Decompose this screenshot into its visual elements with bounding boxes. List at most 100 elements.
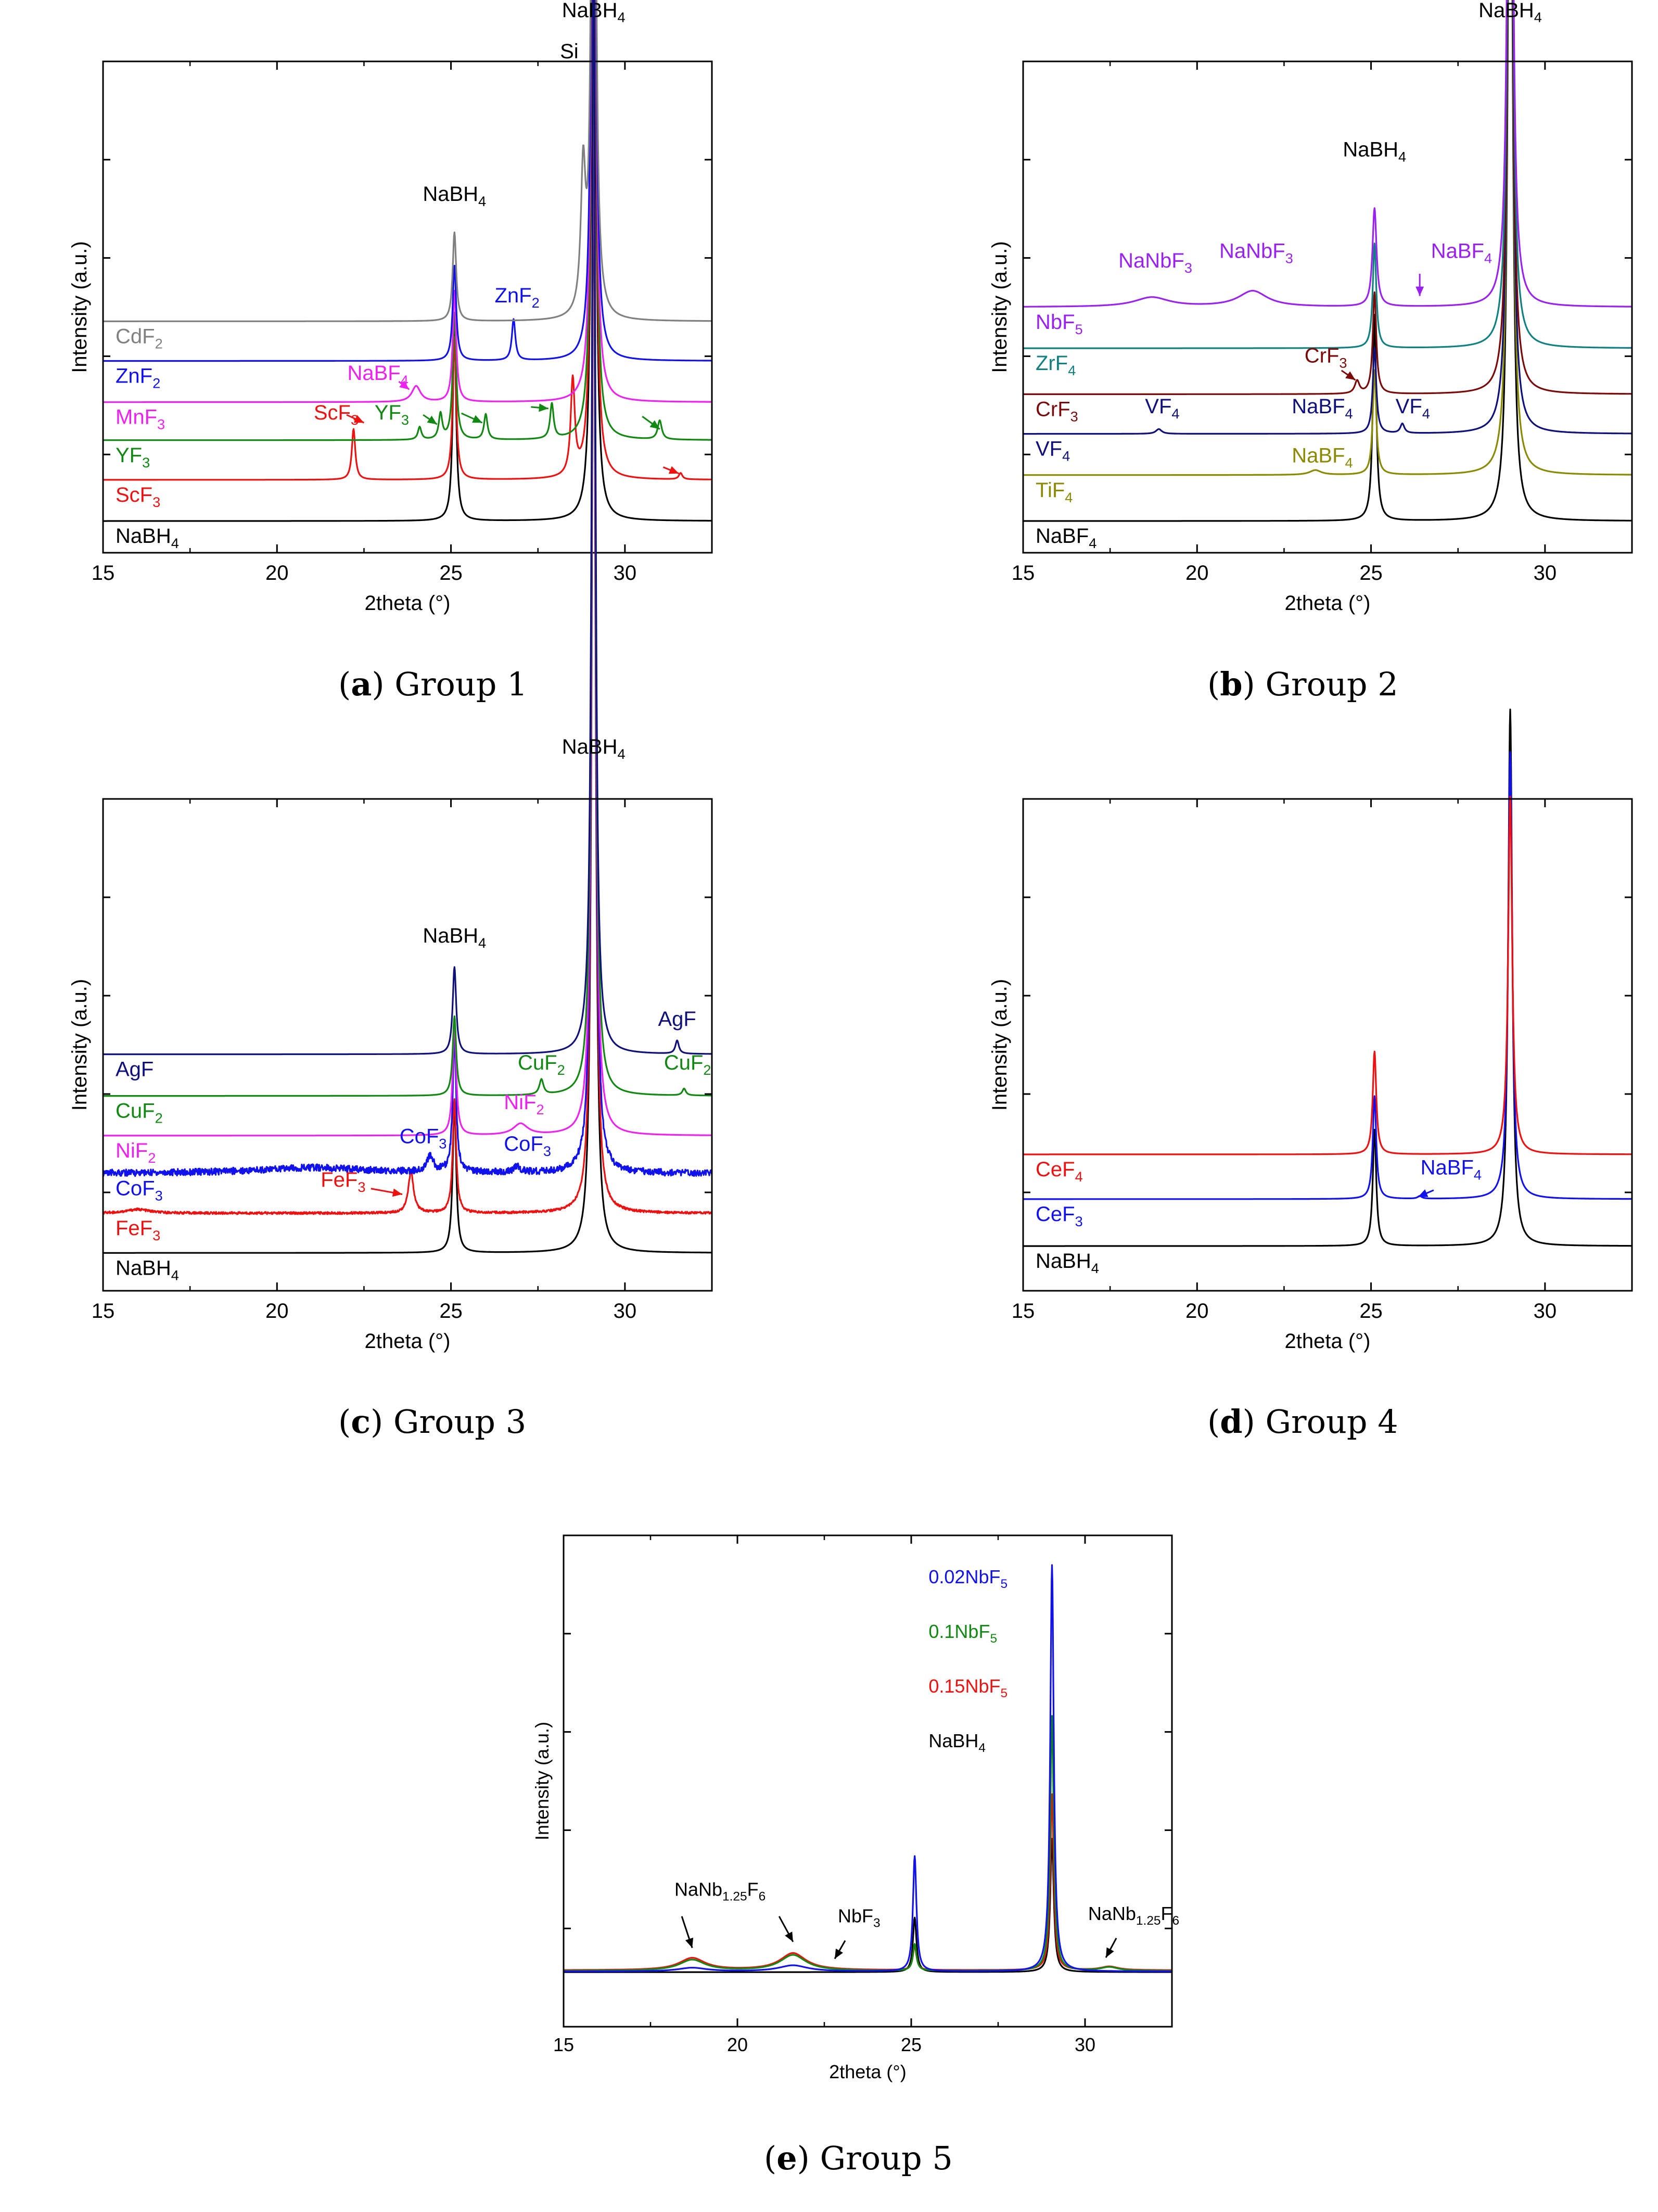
series-label-ZnF2: ZnF2: [116, 365, 160, 391]
series-line-TiF4: [1023, 0, 1632, 476]
annotation-arrowhead: [539, 403, 549, 412]
caption-a: (a) Group 1: [338, 665, 528, 703]
series-label-CoF3: CoF3: [116, 1177, 163, 1204]
y-axis-label: Intensity (a.u.): [988, 241, 1011, 373]
plot-frame: [1022, 798, 1633, 1292]
series-label-CeF3: CeF3: [1036, 1203, 1083, 1229]
annotation-arrowhead: [353, 415, 364, 423]
x-tick-label: 15: [1012, 1300, 1035, 1323]
x-tick-label: 20: [727, 2034, 748, 2055]
x-tick-label: 20: [1185, 1300, 1209, 1323]
series-line-0.1NbF5: [564, 1715, 1172, 1972]
caption-c-label: c: [351, 1403, 371, 1441]
traces: [564, 1564, 1172, 1973]
peak-annotation-0: NaBH4: [562, 735, 626, 762]
peak-annotation-4: NaBF4: [1431, 240, 1492, 266]
caption-e-label: e: [776, 2139, 797, 2177]
series-line-ZnF2: [103, 0, 712, 362]
annotation-arrowhead: [835, 1948, 843, 1959]
peak-annotation-2: AgF: [658, 1008, 696, 1031]
series-label-NiF2: NiF2: [116, 1139, 156, 1166]
peak-annotation-2: NaNb1.25F6: [1088, 1903, 1179, 1928]
series-label-VF4: VF4: [1036, 438, 1070, 464]
peak-annotation-5: NiF2: [504, 1091, 544, 1117]
annotation-arrowhead: [392, 1188, 402, 1197]
x-tick-label: 30: [1534, 562, 1557, 584]
peak-annotation-6: YF3: [375, 401, 409, 428]
panel-b-xrd-chart: NaBF4 TiF4 VF4 CrF3 ZrF4 NbF5 15 20 25 30 2theta (…: [988, 0, 1633, 615]
x-tick-label: 20: [1185, 562, 1209, 584]
panel-d-xrd-chart: NaBH4 CeF3 CeF4 15 20 25 30 2theta (°) Intensity…: [988, 708, 1633, 1353]
y-axis-label: Intensity (a.u.): [68, 979, 91, 1111]
x-axis-label: 2theta (°): [1285, 592, 1371, 615]
series-line-CeF4: [1023, 796, 1632, 1155]
peak-annotation-2: NaBH4: [423, 183, 486, 209]
caption-a-text: Group 1: [394, 665, 528, 703]
x-tick-label: 15: [92, 562, 115, 584]
caption-b: (b) Group 2: [1207, 665, 1398, 703]
peak-annotation-9: NaBF4: [1292, 444, 1353, 471]
x-tick-label: 20: [265, 562, 289, 584]
peak-annotation-0: NaBH4: [562, 0, 626, 26]
traces: [103, 0, 712, 522]
annotation-arrowhead: [399, 380, 410, 390]
peak-annotation-3: ZnF2: [494, 284, 539, 311]
caption-b-text: Group 2: [1265, 665, 1398, 703]
x-tick-label: 25: [901, 2034, 922, 2055]
annotation-arrowhead: [1418, 1189, 1429, 1197]
series-label-CdF2: CdF2: [116, 325, 163, 351]
series-label-NaBH4: NaBH4: [116, 1256, 179, 1283]
traces: [1023, 708, 1632, 1247]
series-label-CeF4: CeF4: [1036, 1158, 1083, 1185]
plot-frame: [1022, 60, 1633, 554]
legend-item-3: NaBH4: [928, 1730, 986, 1755]
annotation-arrowhead: [1345, 371, 1356, 380]
series-label-AgF: AgF: [116, 1058, 154, 1081]
series-line-CoF3: [103, 35, 712, 1177]
legend-item-1: 0.1NbF5: [928, 1621, 997, 1646]
caption-c-text: Group 3: [393, 1403, 527, 1441]
peak-annotation-5: CrF3: [1305, 345, 1347, 371]
series-line-ScF3: [103, 0, 712, 481]
x-axis-label: 2theta (°): [365, 592, 451, 615]
peak-annotation-7: CoF3: [504, 1133, 551, 1159]
caption-d-text: Group 4: [1265, 1403, 1398, 1441]
peak-annotation-0: NaNb1.25F6: [674, 1878, 766, 1903]
caption-d-label: d: [1220, 1403, 1243, 1441]
peak-annotation-6: CoF3: [400, 1125, 447, 1152]
x-tick-label: 25: [1359, 1300, 1383, 1323]
series-label-YF3: YF3: [116, 444, 150, 471]
peak-annotation-5: ScF3: [314, 401, 359, 428]
caption-d: (d) Group 4: [1207, 1403, 1398, 1441]
panel-c-xrd-chart: NaBH4 FeF3 CoF3 NiF2 CuF2 AgF 15 20 25 30 2theta (…: [68, 0, 713, 1353]
peak-annotation-4: CuF2: [664, 1051, 711, 1078]
x-tick-label: 25: [1359, 562, 1383, 584]
x-tick-label: 15: [92, 1300, 115, 1323]
series-label-CrF3: CrF3: [1036, 398, 1078, 424]
series-label-MnF3: MnF3: [116, 406, 165, 433]
series-line-NaBF4: [1023, 0, 1632, 522]
series-label-NaBH4: NaBH4: [1036, 1250, 1099, 1276]
annotation-arrowhead: [472, 415, 482, 423]
x-tick-label: 15: [553, 2034, 574, 2055]
annotation-arrowhead: [1415, 286, 1424, 296]
x-axis-label: 2theta (°): [365, 1330, 451, 1353]
plot-frame: [102, 60, 713, 554]
series-line-MnF3: [103, 0, 712, 403]
x-tick-label: 25: [439, 1300, 463, 1323]
series-label-NaBH4: NaBH4: [116, 525, 179, 551]
annotation-arrowhead: [668, 466, 679, 474]
caption-e-text: Group 5: [820, 2139, 953, 2177]
series-line-VF4: [1023, 0, 1632, 435]
series-line-CuF2: [103, 0, 712, 1097]
x-tick-label: 30: [1075, 2034, 1095, 2055]
series-line-AgF: [103, 0, 712, 1056]
series-label-ZrF4: ZrF4: [1036, 352, 1076, 378]
series-line-CdF2: [103, 0, 712, 322]
x-tick-label: 30: [614, 1300, 637, 1323]
legend-item-2: 0.15NbF5: [928, 1675, 1007, 1700]
series-line-NaBH4: [103, 117, 712, 1254]
x-axis-label: 2theta (°): [1285, 1330, 1371, 1353]
series-label-CuF2: CuF2: [116, 1100, 163, 1126]
